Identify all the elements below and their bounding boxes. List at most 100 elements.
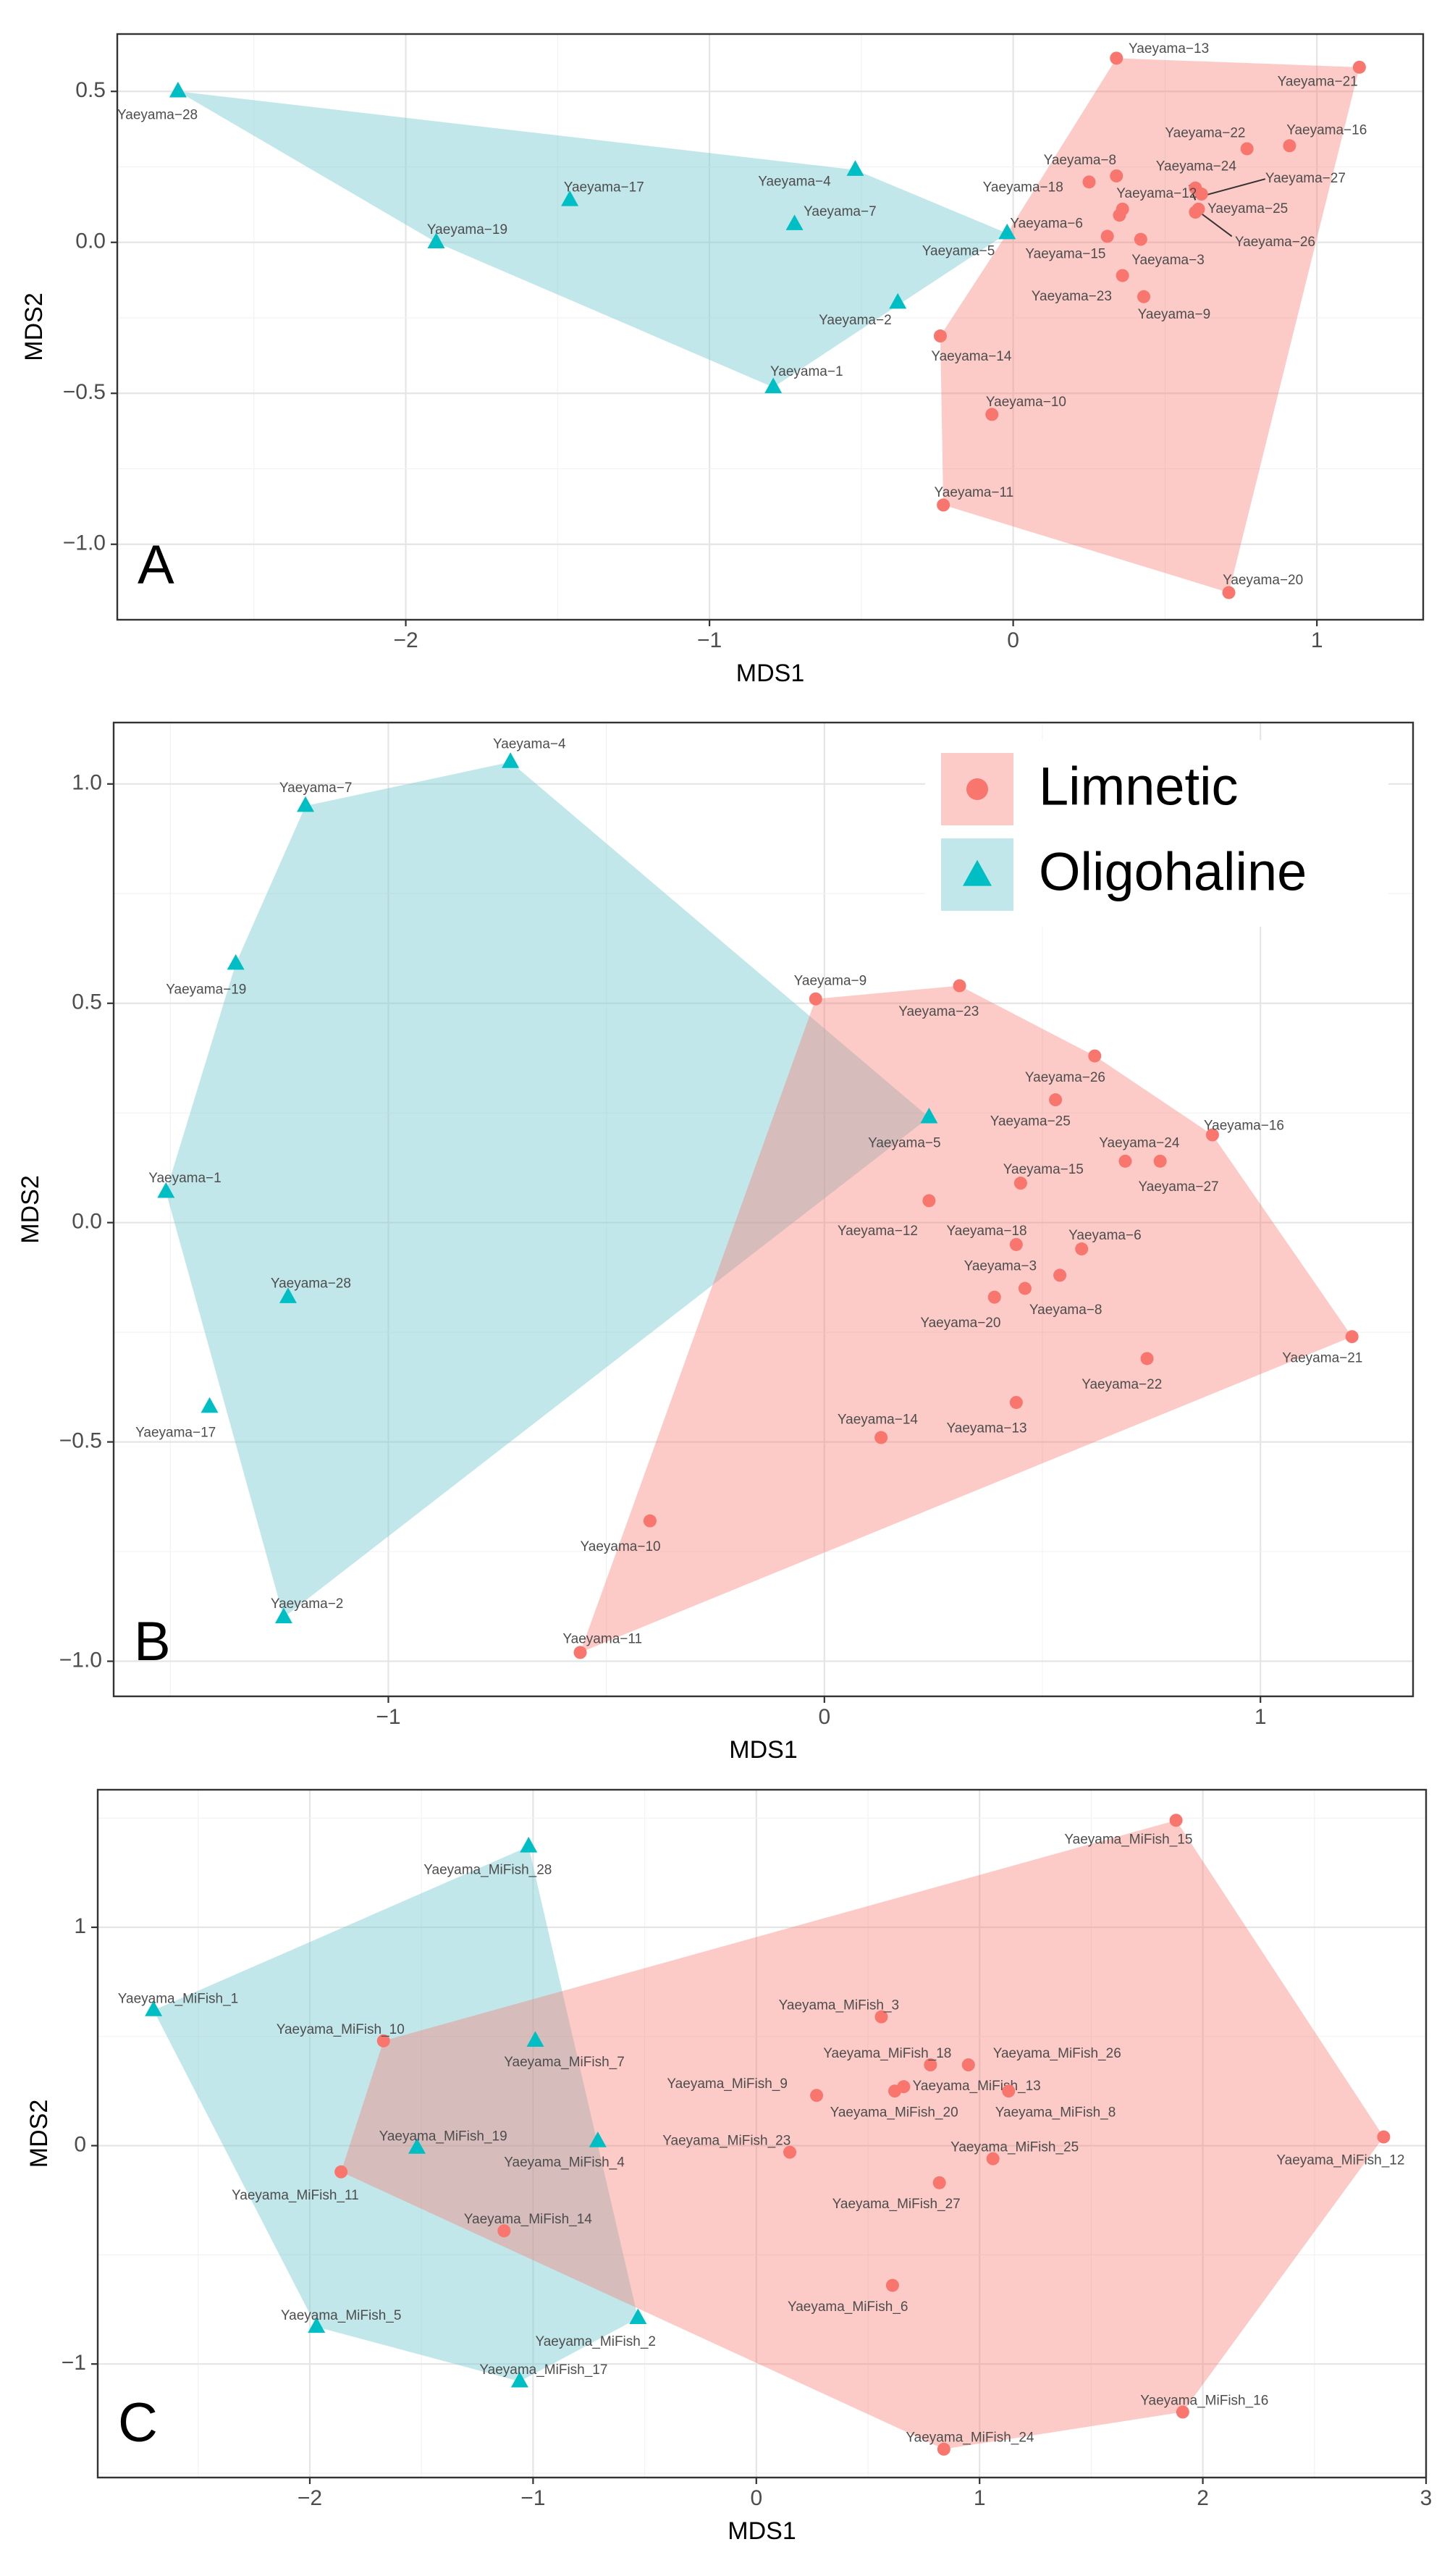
point-label: Yaeyama−3 <box>964 1258 1037 1274</box>
limnetic-point <box>376 2034 390 2047</box>
y-tick-label: 0.0 <box>72 1210 102 1234</box>
limnetic-point <box>1134 232 1147 246</box>
x-axis-title: MDS1 <box>729 1736 797 1764</box>
point-label: Yaeyama_MiFish_8 <box>995 2105 1116 2120</box>
oligohaline-point <box>227 954 245 970</box>
oligohaline-point <box>427 232 445 248</box>
point-label: Yaeyama_MiFish_1 <box>118 1992 239 2007</box>
point-label: Yaeyama−9 <box>794 973 867 988</box>
y-tick-label: −0.5 <box>59 1429 102 1453</box>
x-tick-label: 1 <box>1311 628 1323 652</box>
oligohaline-point <box>920 1107 938 1124</box>
y-tick-label: −1.0 <box>59 1648 102 1672</box>
point-label: Yaeyama−9 <box>1138 307 1211 322</box>
point-label: Yaeyama−4 <box>758 174 831 189</box>
limnetic-point <box>1002 2084 1016 2098</box>
y-tick-label: 1 <box>74 1914 86 1938</box>
limnetic-point <box>1009 1396 1023 1410</box>
limnetic-point <box>985 408 999 421</box>
oligohaline-point <box>279 1287 297 1303</box>
x-tick-label: 0 <box>818 1705 830 1729</box>
point-label: Yaeyama−19 <box>166 982 246 998</box>
point-label: Yaeyama−16 <box>1204 1118 1284 1133</box>
limnetic-point <box>1240 142 1254 156</box>
oligohaline-point <box>561 190 579 206</box>
x-tick-label: −2 <box>298 2486 322 2510</box>
limnetic-point <box>573 1646 587 1659</box>
limnetic-point <box>1100 230 1114 243</box>
limnetic-point <box>987 1290 1001 1304</box>
point-label: Yaeyama_MiFish_26 <box>993 2046 1121 2061</box>
x-tick-label: 1 <box>974 2486 986 2510</box>
y-axis-title: MDS2 <box>20 292 48 361</box>
point-label: Yaeyama−14 <box>931 349 1012 364</box>
panel-border <box>112 721 1414 1698</box>
x-tick-label: −1 <box>697 628 722 652</box>
oligohaline-point <box>502 752 520 768</box>
limnetic-point <box>1049 1093 1063 1107</box>
panel-b: Yaeyama−9 Yaeyama−23 Yaeyama−26 Yaeyama−25 Y… <box>17 721 1414 1764</box>
limnetic-point <box>937 498 950 512</box>
oligohaline-point <box>998 223 1016 240</box>
point-label: Yaeyama_MiFish_5 <box>281 2308 402 2323</box>
point-label: Yaeyama_MiFish_28 <box>423 1863 552 1878</box>
plot-background <box>117 34 1423 620</box>
point-label: Yaeyama−15 <box>1025 246 1105 261</box>
point-label: Yaeyama−28 <box>271 1276 351 1292</box>
legend-background <box>925 740 1388 927</box>
limnetic-point <box>1169 1814 1183 1827</box>
limnetic-point <box>1013 1177 1027 1190</box>
point-label: Yaeyama−13 <box>1129 41 1209 56</box>
limnetic-point <box>809 992 822 1006</box>
limnetic-point <box>783 2145 797 2159</box>
limnetic-point <box>1009 1237 1023 1251</box>
oligohaline-point <box>274 1607 292 1624</box>
oligohaline-point <box>589 2131 607 2147</box>
point-label: Yaeyama−27 <box>1265 171 1346 186</box>
oligohaline-point <box>510 2371 528 2388</box>
limnetic-point <box>810 2089 824 2103</box>
point-label: Yaeyama_MiFish_20 <box>830 2105 958 2120</box>
x-axis-title: MDS1 <box>736 660 804 687</box>
point-label: Yaeyama_MiFish_3 <box>779 1998 900 2013</box>
limnetic-point <box>1110 51 1123 65</box>
point-label: Yaeyama_MiFish_18 <box>823 2046 951 2061</box>
panel-border <box>96 1788 1428 2479</box>
x-axis-title: MDS1 <box>728 2517 796 2545</box>
point-label: Yaeyama_MiFish_9 <box>667 2076 788 2092</box>
legend-label-oligohaline: Oligohaline <box>1039 842 1307 902</box>
point-label: Yaeyama−16 <box>1286 122 1367 138</box>
limnetic-point <box>334 2165 348 2179</box>
point-label: Yaeyama_MiFish_11 <box>232 2188 359 2203</box>
panel-letter: B <box>134 1611 171 1672</box>
limnetic-point <box>1088 1049 1102 1063</box>
point-label: Yaeyama−1 <box>148 1171 222 1186</box>
point-label: Yaeyama_MiFish_13 <box>913 2079 1041 2094</box>
point-label: Yaeyama−12 <box>1116 186 1197 201</box>
limnetic-point <box>1377 2130 1391 2144</box>
point-label: Yaeyama−25 <box>990 1114 1071 1129</box>
point-label: Yaeyama−24 <box>1099 1136 1180 1151</box>
x-tick-label: −1 <box>376 1705 400 1729</box>
point-label: Yaeyama−25 <box>1207 201 1288 216</box>
oligohaline-point <box>201 1397 219 1413</box>
x-tick-label: 2 <box>1197 2486 1209 2510</box>
x-tick-label: 1 <box>1255 1705 1267 1729</box>
oligohaline-hull <box>177 91 1008 387</box>
point-label: Yaeyama_MiFish_4 <box>504 2155 625 2171</box>
point-label: Yaeyama_MiFish_7 <box>504 2055 625 2070</box>
limnetic-point <box>1116 269 1129 282</box>
x-tick-label: −1 <box>520 2486 545 2510</box>
x-tick-label: 0 <box>1007 628 1019 652</box>
limnetic-point <box>1352 60 1366 74</box>
point-label: Yaeyama_MiFish_16 <box>1140 2393 1268 2408</box>
oligohaline-point <box>145 2000 163 2016</box>
panel-letter: C <box>118 2392 158 2454</box>
point-label: Yaeyama_MiFish_2 <box>535 2334 656 2349</box>
point-label: Yaeyama−1 <box>770 364 843 379</box>
limnetic-point <box>1153 1154 1167 1168</box>
point-label: Yaeyama_MiFish_12 <box>1276 2153 1404 2168</box>
oligohaline-point <box>169 81 187 98</box>
point-label: Yaeyama−17 <box>564 180 644 195</box>
